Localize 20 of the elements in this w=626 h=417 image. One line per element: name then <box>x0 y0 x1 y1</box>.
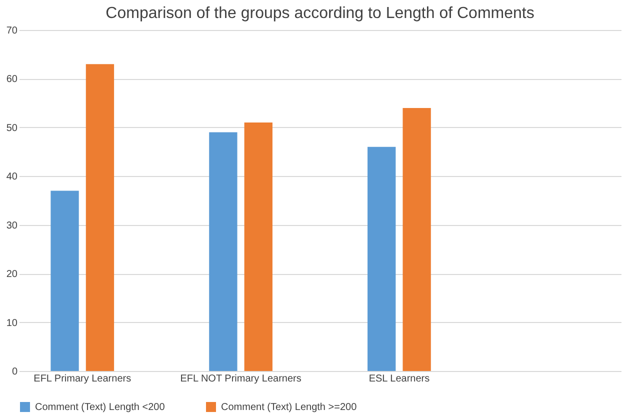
bar <box>368 146 396 371</box>
y-tick-label: 0 <box>12 366 18 378</box>
y-tick-label: 40 <box>6 172 18 183</box>
x-tick-label: ESL Learners <box>368 374 430 384</box>
y-tick-label: 60 <box>6 74 18 86</box>
y-tick-label: 20 <box>6 269 18 280</box>
y-tick-label: 70 <box>6 26 18 36</box>
y-tick-label: 50 <box>6 122 18 134</box>
bar <box>86 64 114 371</box>
bar <box>244 122 272 371</box>
x-tick-label: EFL NOT Primary Learners <box>180 374 302 384</box>
bar <box>402 108 431 371</box>
legend-label: Comment (Text) Length <200 <box>35 402 166 413</box>
y-tick-label: 10 <box>6 318 18 329</box>
bar <box>209 132 238 371</box>
legend-label: Comment (Text) Length >=200 <box>221 402 358 413</box>
x-tick-label: EFL Primary Learners <box>34 374 132 384</box>
chart-title: Comparison of the groups according to Length of Comments <box>106 5 534 22</box>
y-tick-label: 30 <box>6 220 18 232</box>
bar <box>50 190 79 371</box>
